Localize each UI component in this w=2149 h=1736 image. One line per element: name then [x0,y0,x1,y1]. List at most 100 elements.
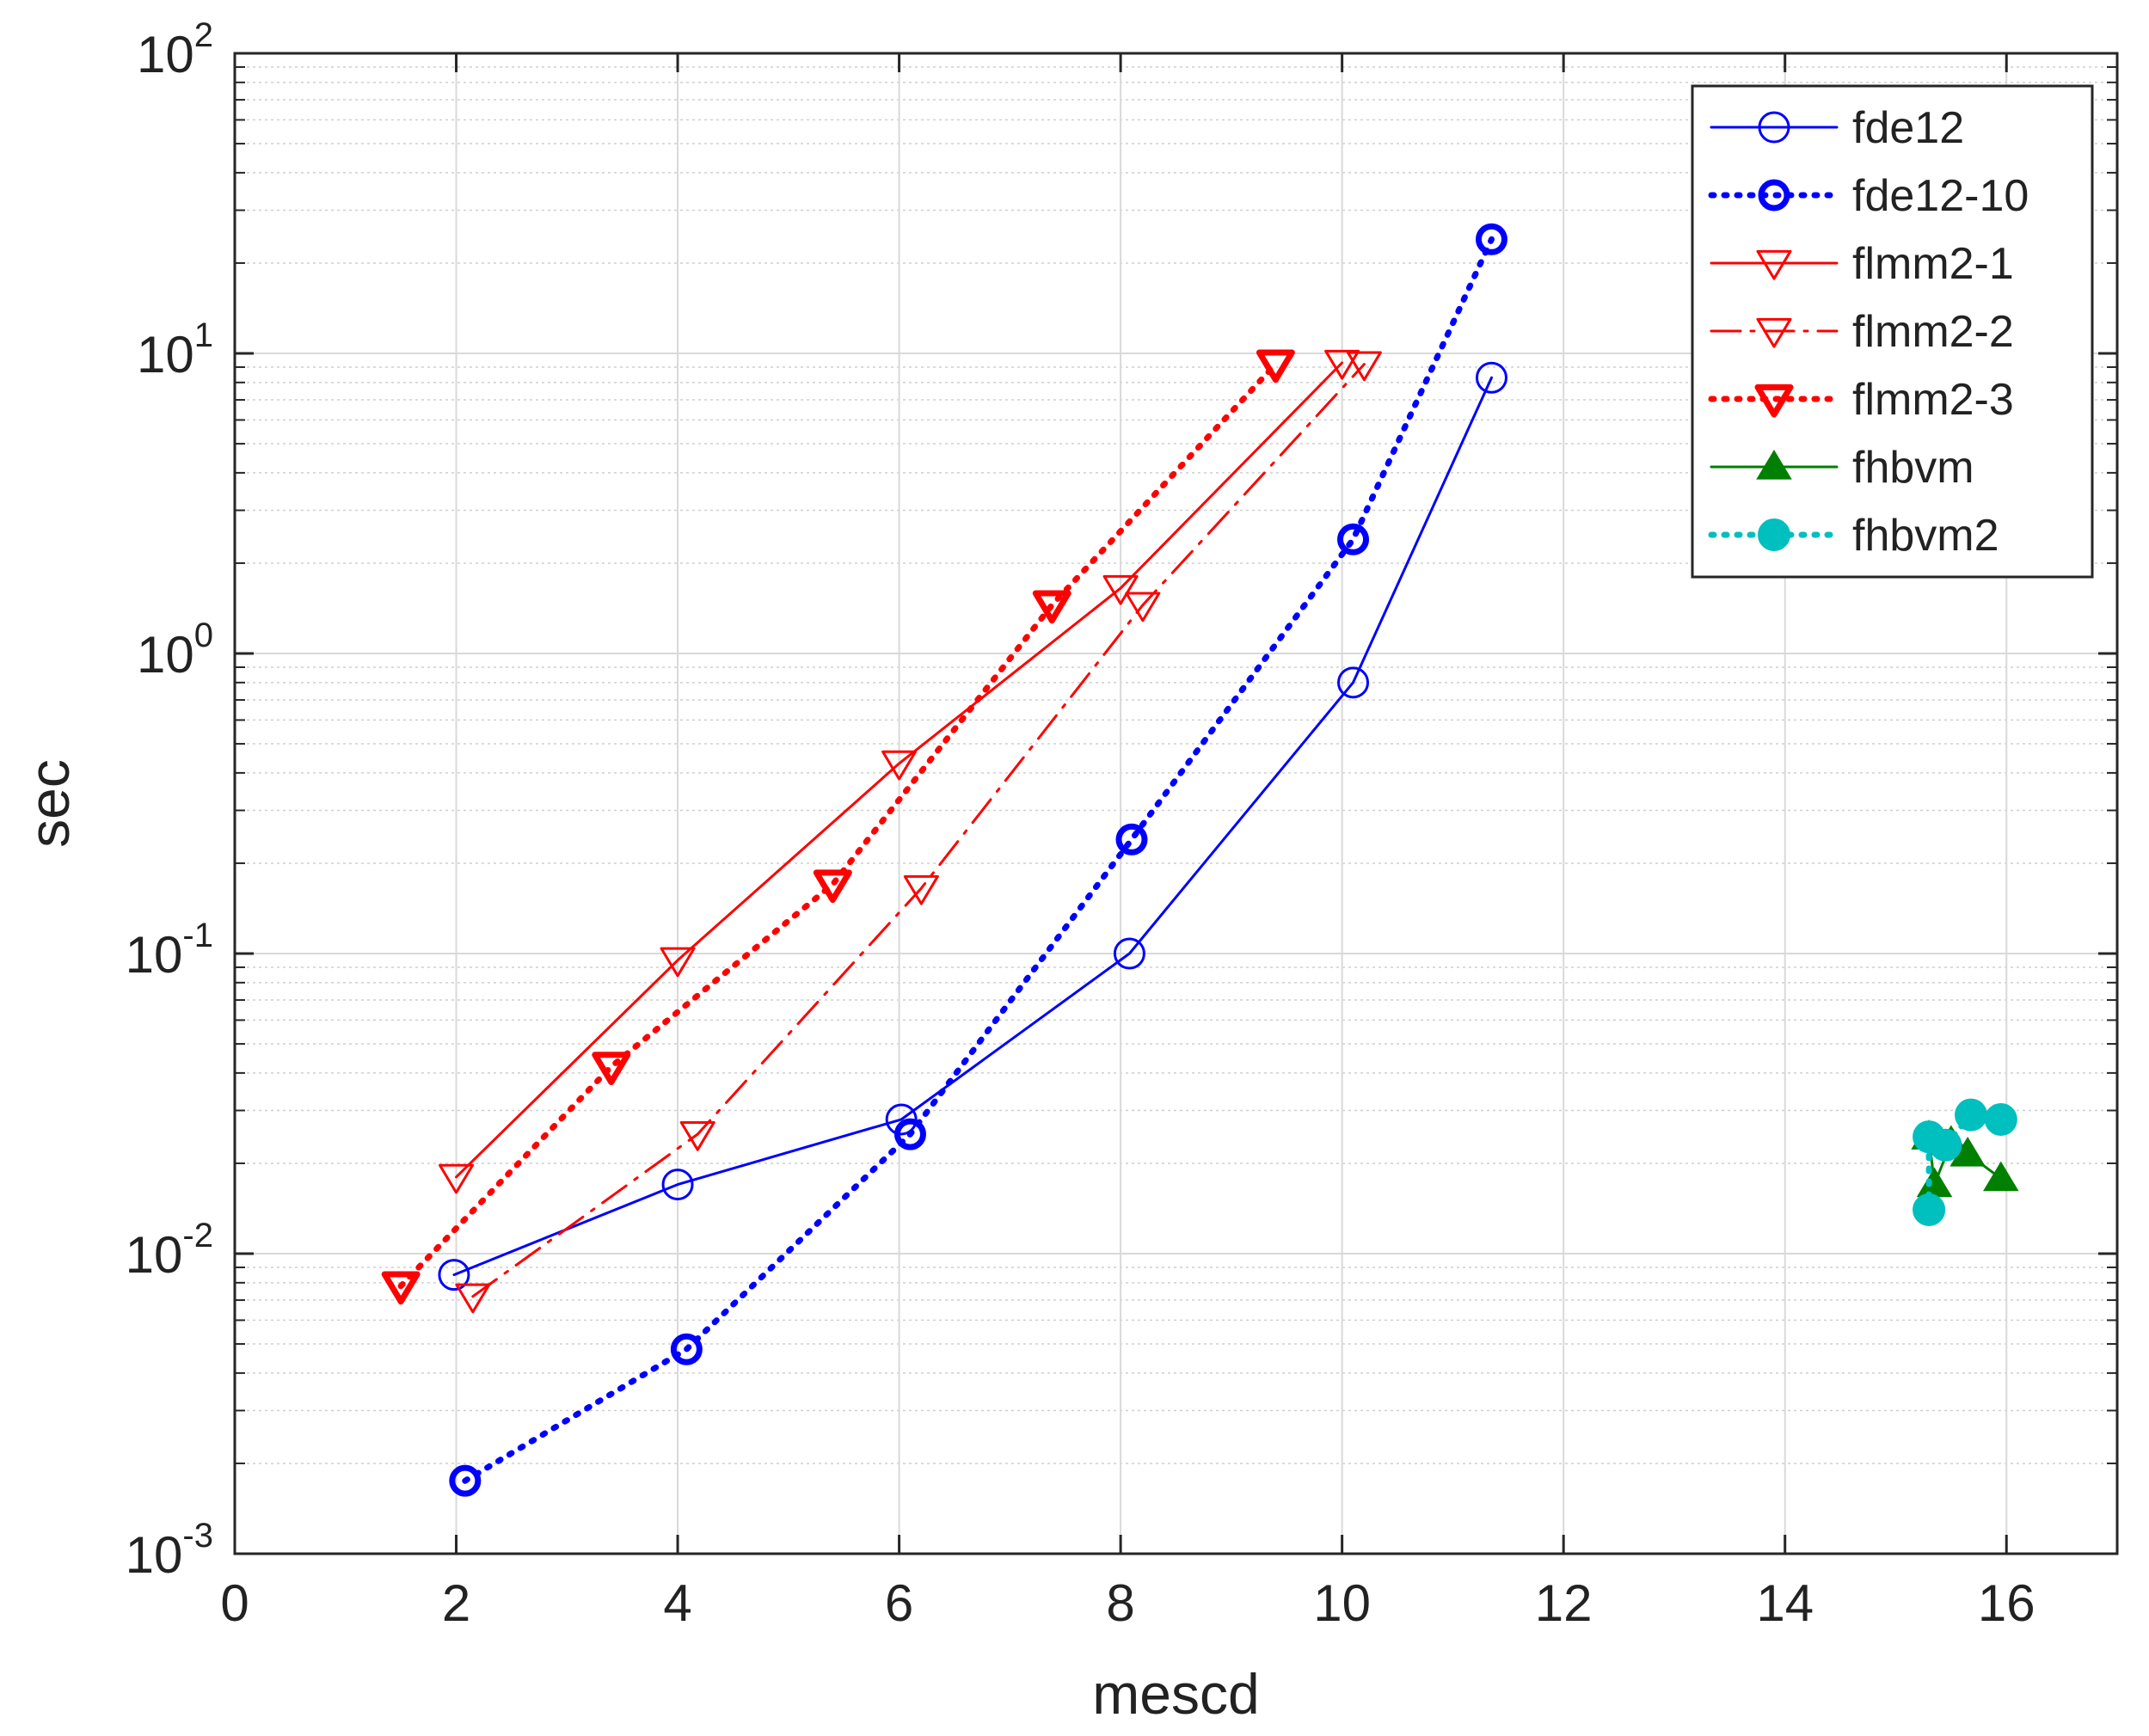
y-tick-label-exponent: -2 [182,1217,213,1254]
axis-ticks [233,52,2117,1555]
legend-entry: fhbvm [1710,443,1974,493]
data-point [1913,1193,1946,1227]
data-point [1475,223,1507,255]
data-point [1929,1128,1962,1162]
legend: fde12 fde12-10 flmm2-1 flmm2-2 flmm2-3 fhbvm f… [1691,84,2094,579]
svg-text:10-1: 10-1 [126,917,213,984]
data-point [1113,937,1145,970]
data-point [893,1118,926,1150]
y-tick-label-exponent: 2 [194,16,213,54]
data-point [1984,1102,2017,1136]
legend-label: fhbvm [1852,443,1974,493]
data-point [1475,361,1507,394]
y-tick-label: 102 [137,16,213,83]
data-point [1102,574,1139,605]
x-tick-label: 4 [663,1574,691,1632]
data-point [1125,592,1161,623]
y-tick-label-exponent: -1 [182,917,213,954]
plot-area-frame [233,52,2119,1555]
legend-label: fde12-10 [1852,171,2029,221]
data-point [449,1464,482,1497]
legend-entry: fhbvm2 [1708,511,1999,561]
svg-text:10-3: 10-3 [126,1517,213,1584]
x-tick-label: 10 [1313,1574,1371,1632]
series-line [455,361,1344,1179]
data-point [439,1163,475,1194]
legend-entry: flmm2-1 [1710,239,2014,289]
x-tick-label: 2 [442,1574,470,1632]
x-tick-label: 16 [1978,1574,2035,1632]
data-point [1032,590,1071,624]
series-line [462,236,1495,1484]
x-tick-label: 14 [1756,1574,1814,1632]
svg-text:102: 102 [137,16,213,83]
data-point [660,947,696,978]
y-tick-label-exponent: -3 [182,1517,213,1555]
data-point [1256,349,1295,383]
y-tick-label: 10-2 [126,1217,213,1284]
data-point [670,1333,703,1365]
data-point [1324,349,1360,380]
y-axis-label: sec [17,759,81,848]
x-tick-label: 6 [885,1574,913,1632]
series-layer [381,223,2019,1497]
series-line [471,363,1366,1298]
x-axis-label: mescd [1092,1662,1259,1726]
legend-label: flmm2-2 [1852,307,2014,357]
legend-entry: flmm2-2 [1710,307,2014,357]
x-tick-labels: 0 2 4 6 8 10 12 14 16 [220,1574,2035,1632]
y-tick-label: 101 [137,316,213,383]
y-tick-label-base: 10 [137,326,194,383]
series-line [452,376,1493,1277]
svg-text:101: 101 [137,316,213,383]
y-tick-label-base: 10 [137,626,194,684]
series-line [397,361,1279,1290]
data-point [1756,317,1792,348]
data-point [1756,450,1792,480]
y-tick-label: 10-3 [126,1517,213,1584]
data-point [1754,383,1794,418]
legend-label: fhbvm2 [1852,511,1999,561]
series-flmm2-1 [439,349,1360,1194]
data-point [903,874,939,905]
data-point [1758,518,1790,551]
y-tick-label-base: 10 [126,926,183,984]
data-point [1346,351,1382,382]
legend-box [1691,84,2094,579]
series-fde12-10 [449,223,1507,1497]
data-point [592,1052,631,1086]
series-flmm2-2 [455,351,1382,1314]
data-point [438,1259,470,1291]
data-point [1115,823,1148,856]
data-point [1756,249,1792,280]
data-point [1758,179,1790,212]
y-tick-label-exponent: 1 [194,316,213,354]
x-tick-label: 8 [1106,1574,1134,1632]
data-point [881,750,918,781]
x-tick-label: 0 [220,1574,249,1632]
svg-text:100: 100 [137,616,213,684]
data-point [661,1169,694,1201]
grid [235,53,2117,1554]
series-fde12 [438,361,1507,1291]
data-point [381,1271,421,1305]
data-point [1337,666,1370,699]
data-point [1955,1098,1988,1132]
y-tick-label-base: 10 [126,1526,183,1584]
legend-entry: fde12-10 [1708,171,2029,221]
series-flmm2-3 [381,349,1295,1305]
data-point [455,1283,491,1314]
y-tick-label-exponent: 0 [194,616,213,654]
legend-label: flmm2-1 [1852,239,2014,289]
svg-text:10-2: 10-2 [126,1217,213,1284]
legend-label: flmm2-3 [1852,375,2014,425]
y-tick-label: 10-1 [126,917,213,984]
data-point [1758,111,1790,144]
y-tick-label: 100 [137,616,213,684]
legend-entry: fde12 [1710,103,1964,153]
data-point [679,1120,715,1151]
legend-label: fde12 [1852,103,1964,153]
legend-entry: flmm2-3 [1708,375,2014,425]
